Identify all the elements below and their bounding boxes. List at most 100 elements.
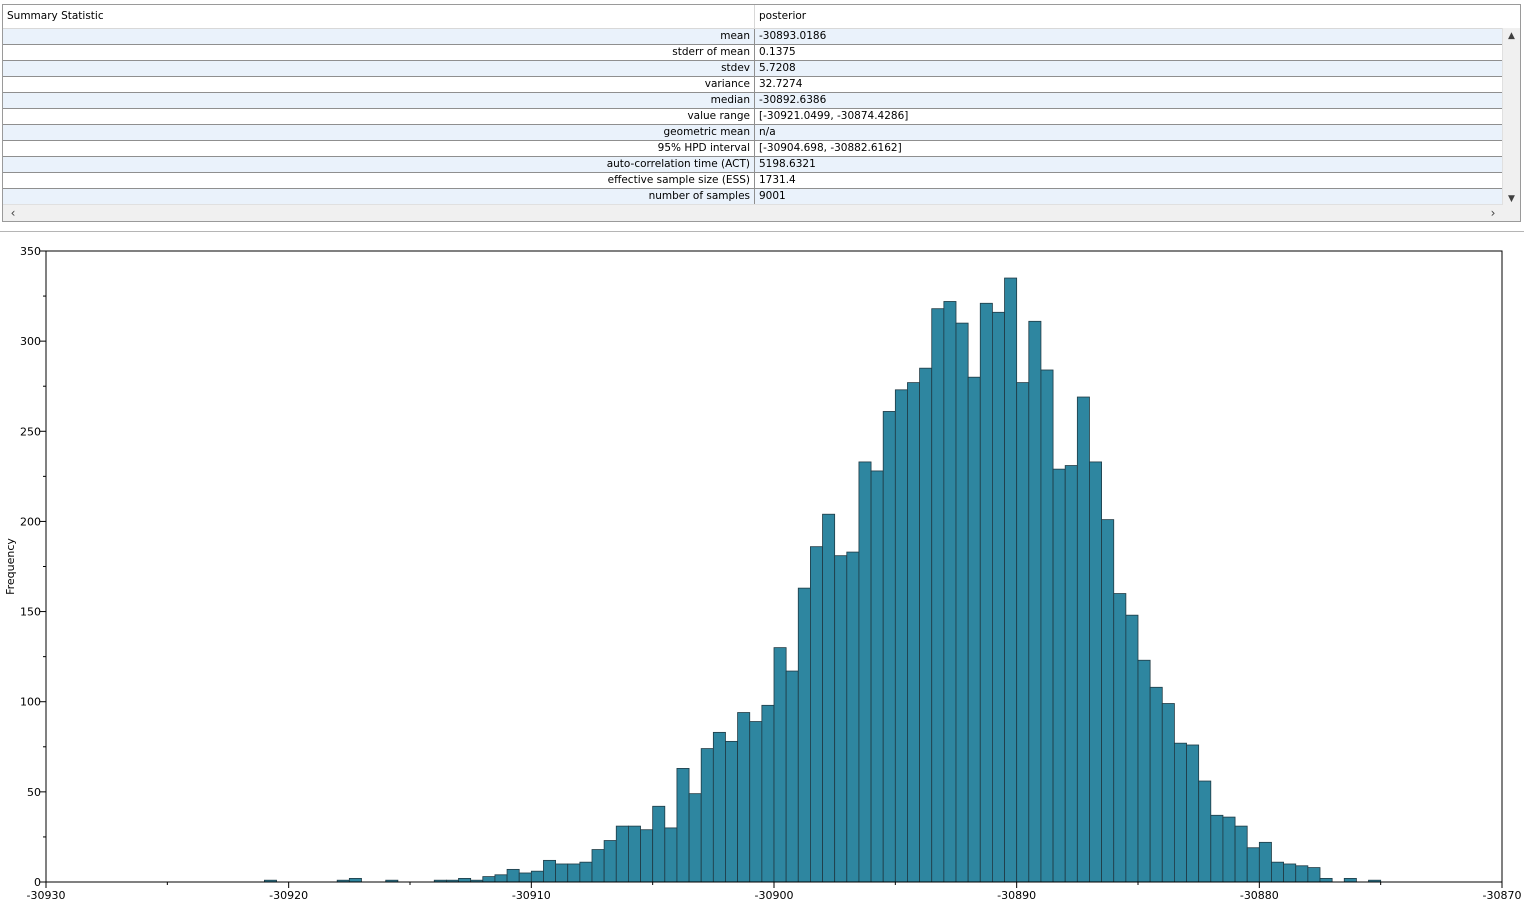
y-tick-label: 150 xyxy=(20,606,41,619)
histogram-bar xyxy=(785,670,799,883)
statistic-value-cell[interactable]: -30892.6386 xyxy=(754,92,1503,109)
histogram-bar xyxy=(543,859,557,883)
table-row[interactable]: geometric mean n/a xyxy=(3,124,1503,141)
histogram-bar xyxy=(992,311,1005,883)
histogram-bar xyxy=(761,704,775,883)
plot-frame xyxy=(45,250,1503,883)
horizontal-scrollbar[interactable]: ‹ › xyxy=(3,204,1503,221)
statistic-value-cell[interactable]: 32.7274 xyxy=(754,76,1503,93)
statistic-label-cell[interactable]: effective sample size (ESS) xyxy=(3,172,755,189)
frequency-histogram-chart: 0 50 100 150 200 250 300 350 -30930 -30920 -30910 -… xyxy=(4,245,1521,902)
histogram-bar xyxy=(1186,744,1200,883)
histogram-bar xyxy=(506,868,520,883)
y-tick-label: 50 xyxy=(27,786,41,799)
histogram-bar xyxy=(603,840,617,883)
table-row[interactable]: auto-correlation time (ACT) 5198.6321 xyxy=(3,156,1503,173)
statistic-value-cell[interactable]: -30893.0186 xyxy=(754,28,1503,45)
table-row[interactable]: mean -30893.0186 xyxy=(3,28,1503,45)
summary-statistics-table: Summary Statistic posterior mean -30893.0… xyxy=(3,5,1503,205)
histogram-bar xyxy=(1258,841,1272,883)
histogram-bar xyxy=(1343,877,1357,883)
histogram-bar xyxy=(1210,814,1224,883)
x-tick-label: -30920 xyxy=(269,889,308,902)
histogram-bar xyxy=(615,825,629,883)
histogram-bar xyxy=(773,647,787,883)
histogram-bar xyxy=(1198,780,1212,883)
scroll-down-icon[interactable]: ▼ xyxy=(1508,194,1515,204)
histogram-bar xyxy=(1271,861,1285,883)
statistic-label-cell[interactable]: auto-correlation time (ACT) xyxy=(3,156,755,173)
histogram-bar xyxy=(810,546,823,883)
statistic-value-cell[interactable]: [-30904.698, -30882.6162] xyxy=(754,140,1503,157)
histogram-bar xyxy=(1246,847,1260,883)
panel-splitter[interactable] xyxy=(0,231,1524,232)
statistic-value-cell[interactable]: 5198.6321 xyxy=(754,156,1503,173)
histogram-bar xyxy=(652,805,666,883)
statistic-value-cell[interactable]: 0.1375 xyxy=(754,44,1503,61)
histogram-bar xyxy=(1113,593,1127,883)
statistic-value-cell[interactable]: 9001 xyxy=(754,188,1503,205)
histogram-bar xyxy=(1101,519,1115,883)
table-row[interactable]: stderr of mean 0.1375 xyxy=(3,44,1503,61)
statistic-label-cell[interactable]: value range xyxy=(3,108,755,125)
summary-statistics-panel: Summary Statistic posterior mean -30893.0… xyxy=(2,4,1521,222)
table-row[interactable]: effective sample size (ESS) 1731.4 xyxy=(3,172,1503,189)
table-row[interactable]: value range [-30921.0499, -30874.4286] xyxy=(3,108,1503,125)
statistic-value-cell[interactable]: n/a xyxy=(754,124,1503,141)
histogram-bar xyxy=(870,470,884,883)
scroll-up-icon[interactable]: ▲ xyxy=(1508,31,1515,41)
statistic-label-cell[interactable]: mean xyxy=(3,28,755,45)
histogram-bar xyxy=(1307,867,1321,883)
histogram-bar xyxy=(737,712,751,883)
statistic-value-cell[interactable]: 1731.4 xyxy=(754,172,1503,189)
histogram-bar xyxy=(640,829,654,883)
table-row[interactable]: median -30892.6386 xyxy=(3,92,1503,109)
histogram-bar xyxy=(919,367,933,883)
statistic-label-cell[interactable]: number of samples xyxy=(3,188,755,205)
histogram-bar xyxy=(1064,465,1078,883)
histogram-bar xyxy=(725,740,739,883)
histogram-bar xyxy=(1028,320,1042,883)
histogram-bar xyxy=(1040,369,1054,883)
table-row[interactable]: 95% HPD interval [-30904.698, -30882.6162… xyxy=(3,140,1503,157)
table-row[interactable]: variance 32.7274 xyxy=(3,76,1503,93)
histogram-bar xyxy=(1089,461,1103,883)
table-row[interactable]: stdev 5.7208 xyxy=(3,60,1503,77)
statistic-label-cell[interactable]: stdev xyxy=(3,60,755,77)
histogram-bar xyxy=(1052,468,1066,883)
scroll-right-icon[interactable]: › xyxy=(1490,206,1496,220)
x-tick-label: -30930 xyxy=(27,889,66,902)
histogram-bar xyxy=(1174,742,1187,883)
statistic-label-cell[interactable]: stderr of mean xyxy=(3,44,755,61)
histogram-bar xyxy=(1161,703,1175,883)
statistic-value-cell[interactable]: [-30921.0499, -30874.4286] xyxy=(754,108,1503,125)
vertical-scrollbar[interactable]: ▲ ▼ xyxy=(1502,28,1520,208)
statistic-label-cell[interactable]: geometric mean xyxy=(3,124,755,141)
statistic-label-cell[interactable]: 95% HPD interval xyxy=(3,140,755,157)
histogram-bar xyxy=(907,382,921,883)
x-tick-label: -30910 xyxy=(512,889,551,902)
statistic-label-cell[interactable]: median xyxy=(3,92,755,109)
histogram-bar xyxy=(1222,816,1236,883)
histogram-bar xyxy=(664,827,678,883)
statistic-label-cell[interactable]: variance xyxy=(3,76,755,93)
histogram-bar xyxy=(458,877,472,883)
table-header-row: Summary Statistic posterior xyxy=(3,5,1503,29)
histogram-bar xyxy=(1076,396,1090,883)
histogram-bar xyxy=(943,301,957,883)
histogram-bar xyxy=(1004,277,1018,883)
scroll-left-icon[interactable]: ‹ xyxy=(10,206,16,220)
histogram-bar xyxy=(530,870,544,883)
histogram-bar xyxy=(518,872,532,883)
table-row[interactable]: number of samples 9001 xyxy=(3,188,1503,205)
histogram-bar xyxy=(749,721,763,883)
histogram-bar xyxy=(628,825,641,883)
histogram-bar xyxy=(1149,686,1163,883)
statistic-value-cell[interactable]: 5.7208 xyxy=(754,60,1503,77)
y-tick-label: 300 xyxy=(20,335,41,348)
column-header-statistic[interactable]: Summary Statistic xyxy=(3,5,755,29)
histogram-bar xyxy=(931,308,945,883)
scrollbar-corner xyxy=(1503,205,1520,221)
column-header-posterior[interactable]: posterior xyxy=(754,5,1503,29)
histogram-bar xyxy=(579,861,593,883)
